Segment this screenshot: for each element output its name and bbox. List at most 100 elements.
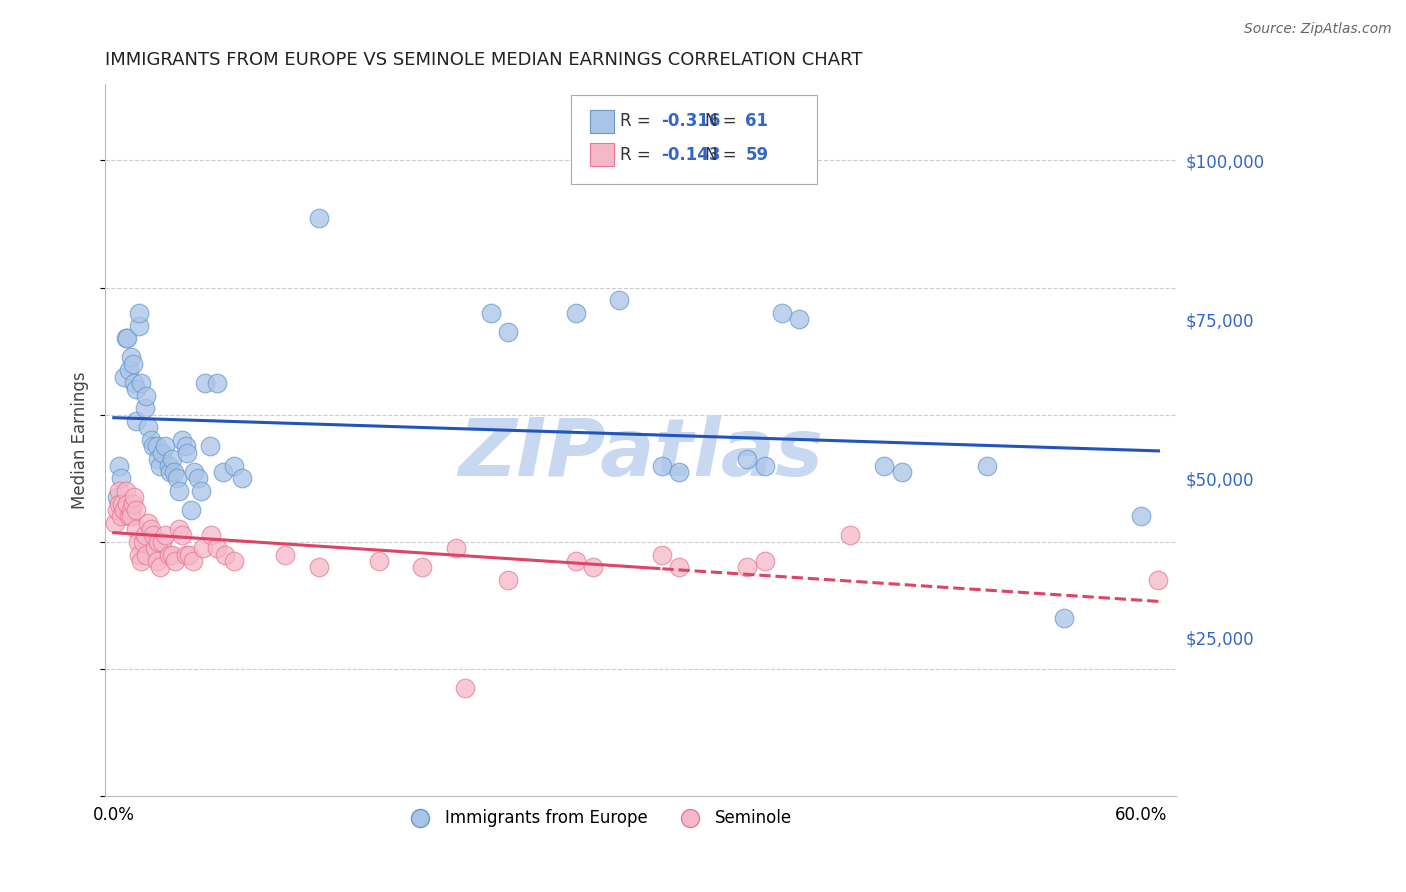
- Point: [105, 491, 128, 505]
- Point: [198, 440, 221, 454]
- Point: [125, 382, 148, 396]
- Point: [118, 509, 141, 524]
- Point: [651, 458, 673, 473]
- Point: [174, 440, 197, 454]
- Point: [1130, 509, 1153, 524]
- Point: [127, 534, 149, 549]
- Point: [118, 363, 141, 377]
- Point: [129, 376, 152, 390]
- Point: [976, 458, 998, 473]
- Text: R =: R =: [620, 145, 657, 163]
- Point: [160, 452, 183, 467]
- Point: [180, 503, 202, 517]
- Point: [157, 458, 180, 473]
- Point: [222, 458, 245, 473]
- Point: [111, 497, 134, 511]
- Point: [565, 306, 588, 320]
- Point: [454, 681, 477, 695]
- Point: [163, 465, 186, 479]
- Point: [166, 471, 188, 485]
- Point: [607, 293, 630, 308]
- Point: [308, 560, 330, 574]
- Point: [114, 331, 136, 345]
- Point: [368, 554, 391, 568]
- Point: [108, 497, 131, 511]
- Point: [150, 446, 173, 460]
- Point: [411, 560, 433, 574]
- Point: [141, 522, 163, 536]
- Text: R =: R =: [620, 112, 657, 130]
- Point: [839, 528, 862, 542]
- Point: [308, 211, 330, 225]
- Point: [120, 509, 142, 524]
- Point: [124, 491, 146, 505]
- Y-axis label: Median Earnings: Median Earnings: [72, 371, 89, 509]
- Point: [134, 401, 156, 416]
- Point: [160, 548, 183, 562]
- Point: [1147, 573, 1170, 587]
- Point: [187, 471, 209, 485]
- Point: [148, 452, 170, 467]
- Point: [1053, 611, 1076, 625]
- Point: [112, 369, 135, 384]
- Point: [153, 440, 176, 454]
- Point: [205, 376, 228, 390]
- Point: [121, 497, 143, 511]
- Point: [117, 331, 139, 345]
- Point: [179, 548, 201, 562]
- Point: [496, 573, 519, 587]
- Point: [135, 548, 157, 562]
- Point: [191, 541, 214, 556]
- Text: ZIPatlas: ZIPatlas: [458, 416, 823, 493]
- Point: [172, 528, 194, 542]
- Text: N =: N =: [704, 145, 741, 163]
- Point: [668, 465, 690, 479]
- Point: [142, 440, 165, 454]
- Point: [125, 522, 148, 536]
- Point: [754, 554, 776, 568]
- Point: [890, 465, 912, 479]
- Point: [183, 465, 205, 479]
- Point: [231, 471, 253, 485]
- Point: [114, 483, 136, 498]
- Point: [149, 458, 172, 473]
- Point: [141, 433, 163, 447]
- Point: [153, 528, 176, 542]
- Point: [108, 483, 131, 498]
- Point: [117, 497, 139, 511]
- Point: [142, 528, 165, 542]
- Point: [167, 483, 190, 498]
- Text: -0.316: -0.316: [661, 112, 720, 130]
- Point: [446, 541, 468, 556]
- Point: [110, 509, 132, 524]
- Point: [125, 503, 148, 517]
- Point: [145, 554, 167, 568]
- Point: [200, 528, 222, 542]
- Point: [479, 306, 502, 320]
- Point: [174, 548, 197, 562]
- Point: [128, 306, 150, 320]
- Point: [176, 446, 198, 460]
- Point: [132, 534, 155, 549]
- Point: [135, 389, 157, 403]
- Point: [582, 560, 605, 574]
- Point: [496, 325, 519, 339]
- Point: [105, 503, 128, 517]
- Point: [128, 318, 150, 333]
- Point: [159, 465, 181, 479]
- Point: [181, 554, 204, 568]
- Point: [124, 376, 146, 390]
- Bar: [591, 110, 613, 133]
- Point: [121, 357, 143, 371]
- Point: [787, 312, 810, 326]
- Point: [136, 420, 159, 434]
- Point: [737, 452, 759, 467]
- Point: [754, 458, 776, 473]
- Text: N =: N =: [704, 112, 741, 130]
- Point: [157, 548, 180, 562]
- Point: [150, 534, 173, 549]
- Text: 61: 61: [745, 112, 768, 130]
- Point: [134, 528, 156, 542]
- Bar: [591, 144, 613, 166]
- Text: Source: ZipAtlas.com: Source: ZipAtlas.com: [1244, 22, 1392, 37]
